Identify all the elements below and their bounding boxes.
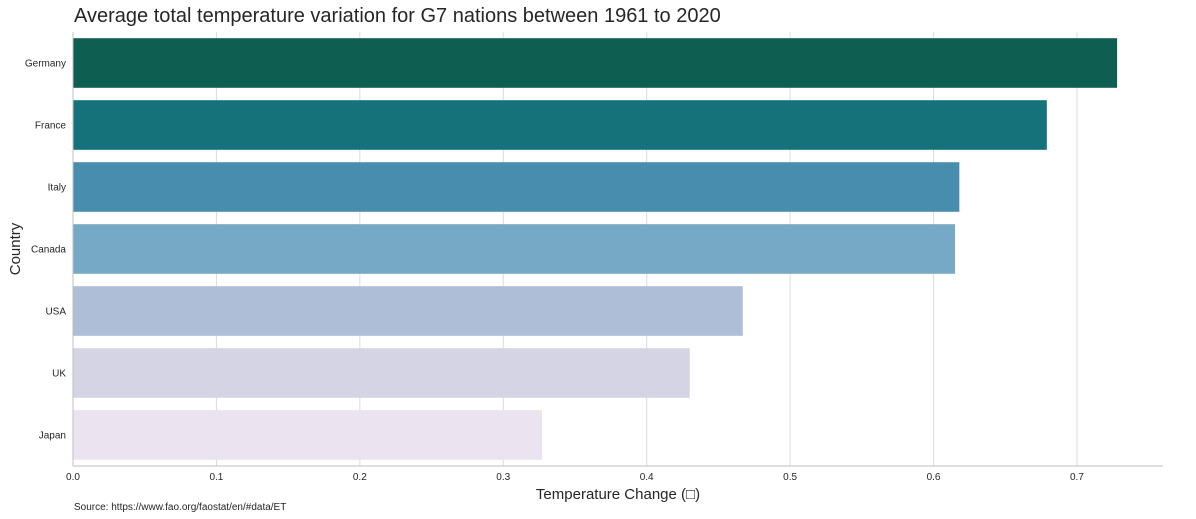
x-tick-label: 0.5 xyxy=(783,472,797,483)
x-tick-label: 0.2 xyxy=(353,472,367,483)
y-tick-label: France xyxy=(35,121,67,132)
bar xyxy=(73,100,1047,150)
bar xyxy=(73,224,956,274)
x-tick-label: 0.3 xyxy=(496,472,510,483)
y-axis-label: Country xyxy=(7,222,24,275)
chart-title: Average total temperature variation for … xyxy=(74,5,721,27)
bar xyxy=(73,410,542,460)
source-note: Source: https://www.fao.org/faostat/en/#… xyxy=(74,502,286,513)
x-tick-label: 0.4 xyxy=(640,472,654,483)
x-tick-label: 0.0 xyxy=(66,472,80,483)
x-tick-label: 0.1 xyxy=(209,472,223,483)
x-axis-label: Temperature Change (□) xyxy=(536,486,700,503)
bar xyxy=(73,38,1118,88)
y-tick-label: Italy xyxy=(48,183,66,194)
y-tick-label: Germany xyxy=(25,59,66,70)
x-tick-label: 0.6 xyxy=(927,472,941,483)
y-tick-label: Japan xyxy=(39,431,66,442)
bars xyxy=(73,38,1118,460)
bar xyxy=(73,286,743,336)
bar xyxy=(73,162,960,212)
y-tick-label: Canada xyxy=(31,245,66,256)
x-tick-label: 0.7 xyxy=(1070,472,1084,483)
y-tick-labels: Germany France Italy Canada USA UK Japan xyxy=(25,59,67,442)
bar xyxy=(73,348,690,398)
y-tick-label: USA xyxy=(45,307,66,318)
x-tick-labels: 0.0 0.1 0.2 0.3 0.4 0.5 0.6 0.7 xyxy=(66,472,1084,483)
y-tick-label: UK xyxy=(52,369,66,380)
